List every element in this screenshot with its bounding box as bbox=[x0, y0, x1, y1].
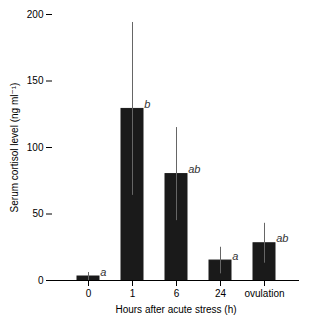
svg-text:Serum cortisol level (ng ml⁻¹): Serum cortisol level (ng ml⁻¹) bbox=[9, 83, 20, 213]
svg-text:50: 50 bbox=[32, 208, 44, 219]
svg-text:ovulation: ovulation bbox=[244, 288, 284, 299]
svg-text:a: a bbox=[232, 250, 238, 262]
svg-text:b: b bbox=[144, 98, 150, 110]
svg-text:ab: ab bbox=[276, 232, 288, 244]
svg-text:Hours after acute stress (h): Hours after acute stress (h) bbox=[115, 304, 236, 315]
svg-text:a: a bbox=[100, 266, 106, 278]
svg-text:150: 150 bbox=[27, 75, 44, 86]
svg-text:1: 1 bbox=[130, 288, 136, 299]
svg-text:0: 0 bbox=[38, 275, 44, 286]
svg-text:0: 0 bbox=[86, 288, 92, 299]
svg-text:ab: ab bbox=[188, 163, 200, 175]
svg-text:100: 100 bbox=[27, 142, 44, 153]
svg-text:24: 24 bbox=[215, 288, 227, 299]
svg-text:200: 200 bbox=[27, 9, 44, 20]
svg-text:6: 6 bbox=[174, 288, 180, 299]
